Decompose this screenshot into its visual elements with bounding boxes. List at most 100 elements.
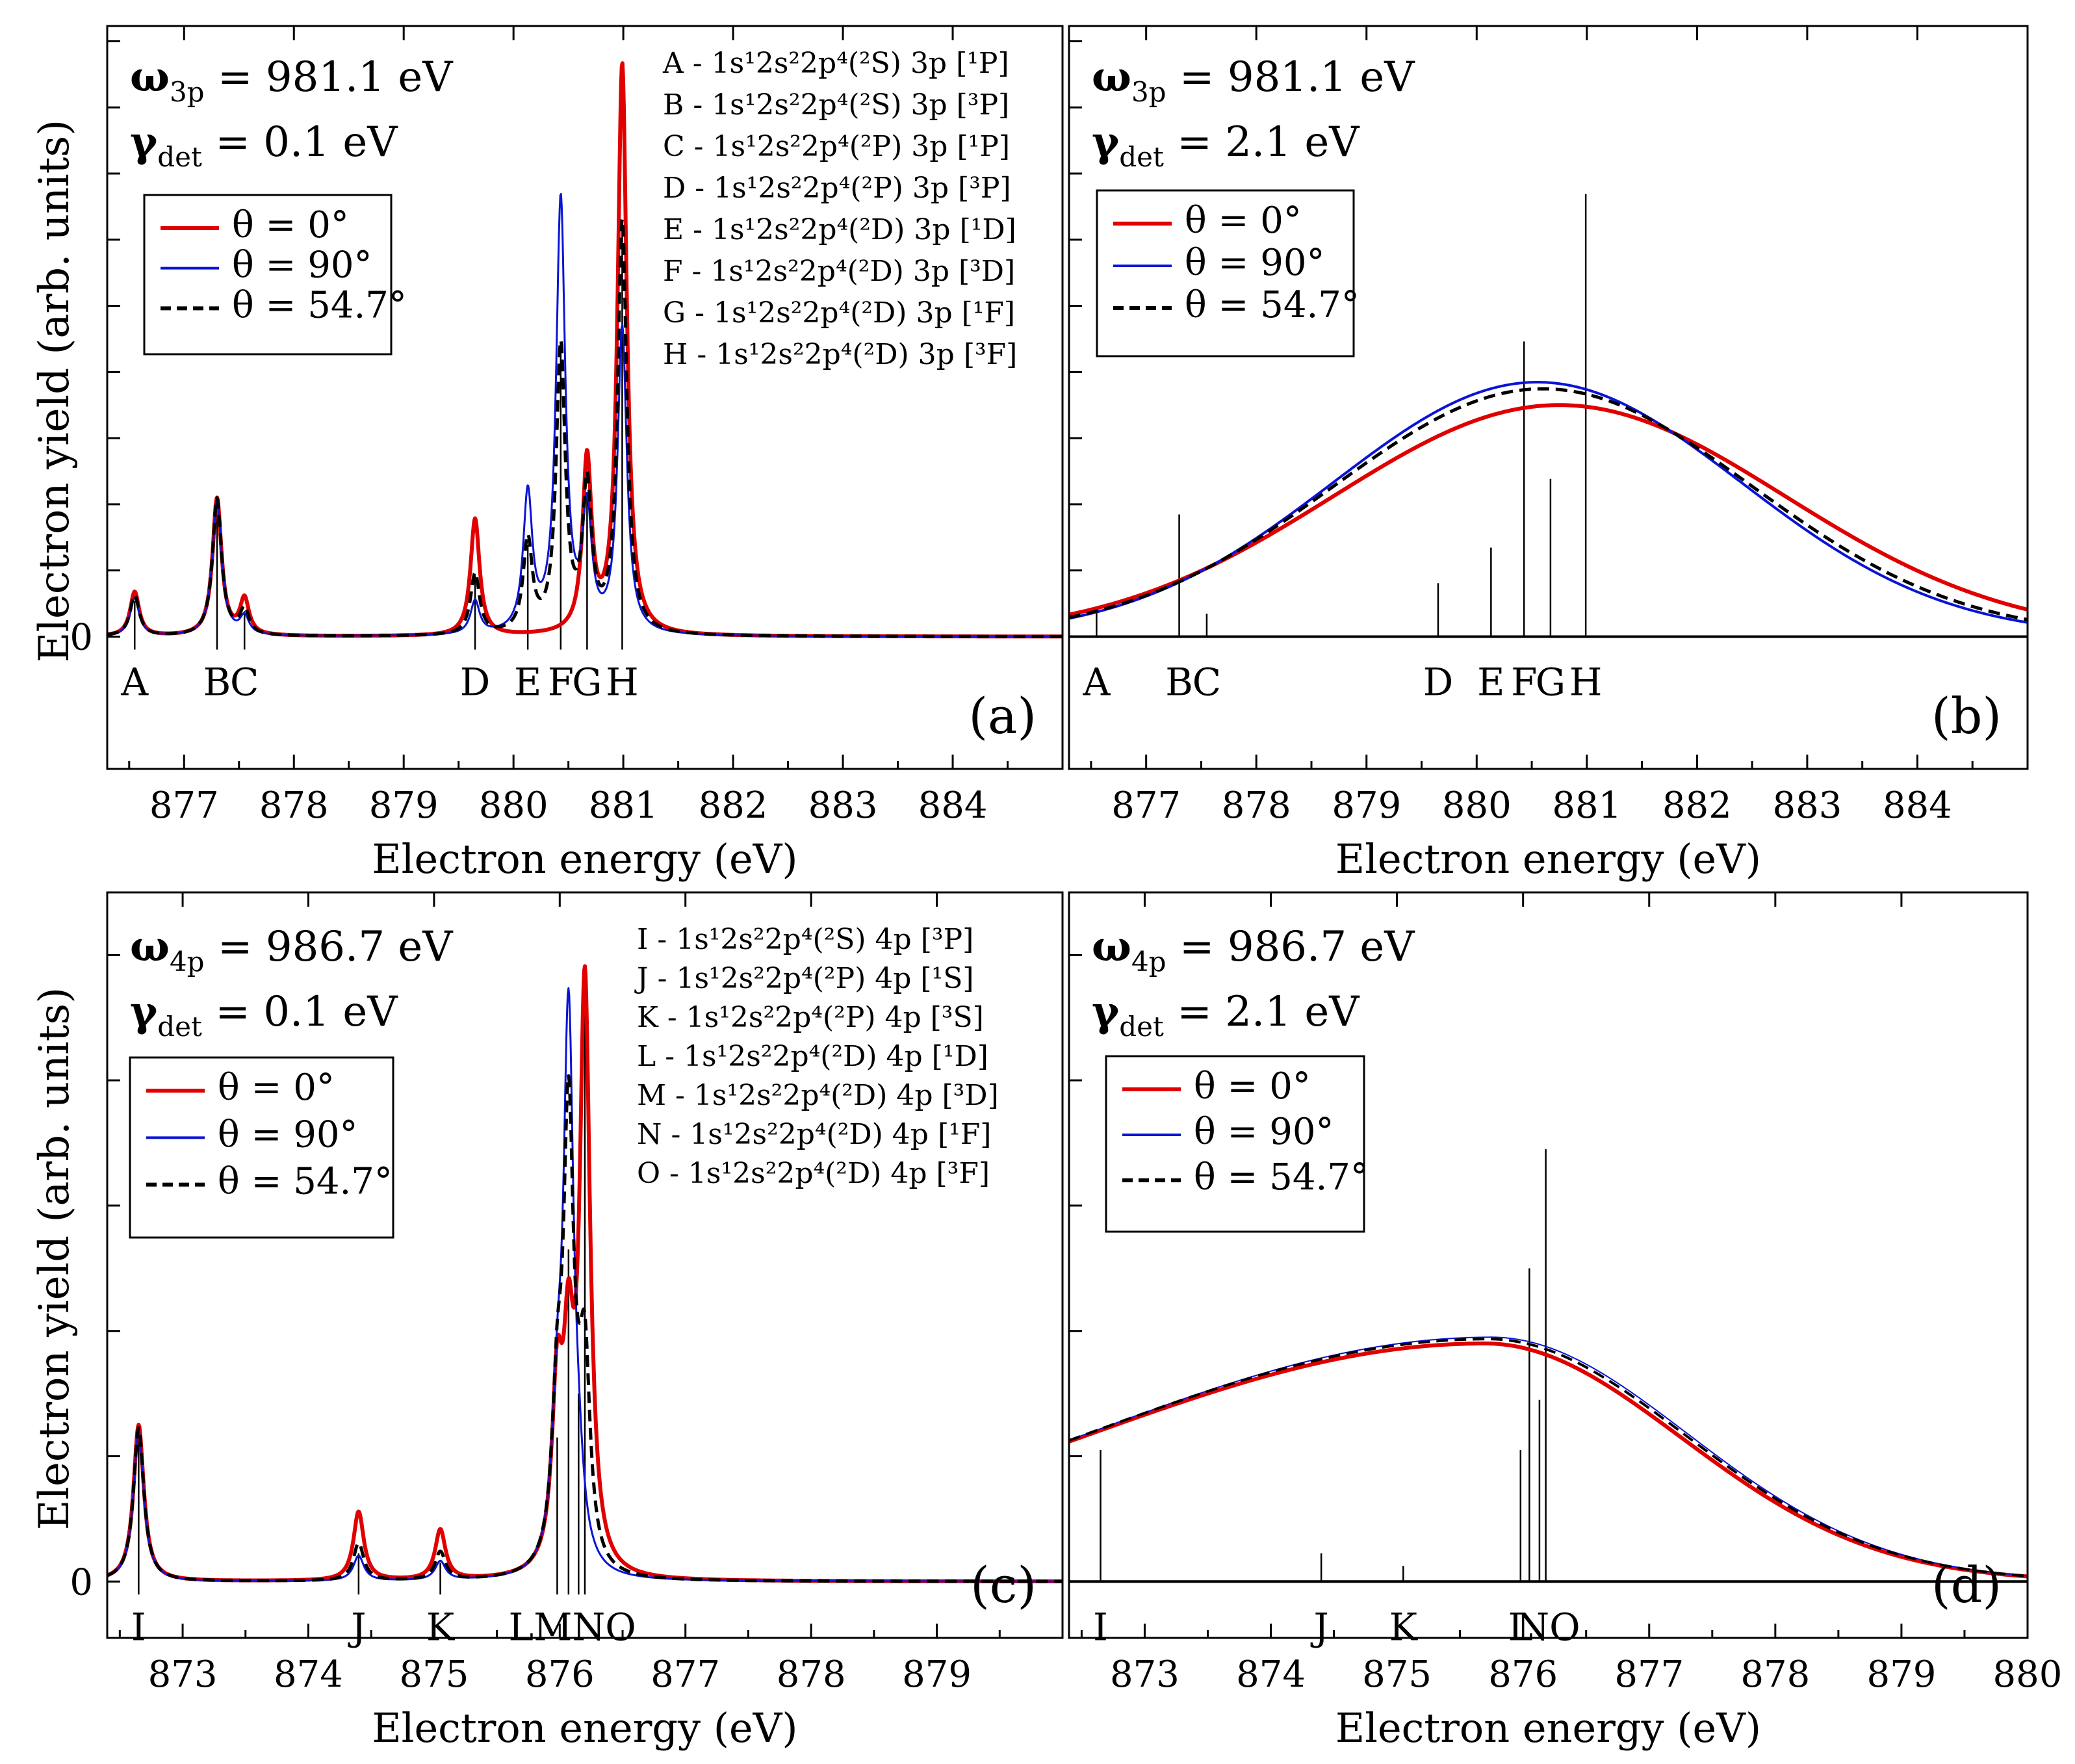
omega-value: = 981.1 eV bbox=[1166, 53, 1416, 101]
stick-label: E bbox=[1477, 660, 1504, 704]
panel-title-omega: ω3p = 981.1 eV bbox=[1092, 53, 1415, 108]
legend-label: θ = 90° bbox=[1194, 1111, 1334, 1153]
omega-symbol: ω bbox=[130, 53, 170, 101]
x-tick-label: 879 bbox=[1332, 785, 1401, 827]
stick-label: G bbox=[572, 660, 602, 704]
legend-box bbox=[129, 1056, 394, 1239]
x-tick-label: 884 bbox=[1883, 785, 1952, 827]
state-annotation: H - 1s¹2s²2p⁴(²D) 3p [³F] bbox=[663, 338, 1017, 371]
series-line-theta-0 bbox=[1069, 403, 2028, 617]
x-tick-label: 881 bbox=[589, 785, 658, 827]
omega-symbol: ω bbox=[130, 922, 170, 971]
panel-label: (c) bbox=[970, 1556, 1037, 1614]
panel-a: 877 878 879 880 881 882 883 884 0 Electron energy… bbox=[70, 25, 1064, 883]
series-line-theta-54-7 bbox=[107, 1074, 1063, 1583]
gamma-subscript: det bbox=[157, 141, 202, 173]
legend-label: θ = 54.7° bbox=[232, 284, 407, 326]
stick-label: J bbox=[1311, 1605, 1329, 1649]
state-annotation: A - 1s¹2s²2p⁴(²S) 3p [¹P] bbox=[662, 47, 1009, 80]
state-annotation: C - 1s¹2s²2p⁴(²P) 3p [¹P] bbox=[663, 130, 1010, 163]
stick-label: B bbox=[1165, 660, 1193, 704]
stick-label: F bbox=[548, 660, 574, 704]
x-tick-label: 873 bbox=[148, 1654, 218, 1696]
x-tick-label: 878 bbox=[1740, 1654, 1810, 1696]
legend: θ = 0°θ = 90°θ = 54.7° bbox=[1096, 189, 1360, 357]
legend-label: θ = 0° bbox=[1185, 200, 1302, 242]
stick-label: D bbox=[460, 660, 491, 704]
legend-label: θ = 0° bbox=[232, 204, 349, 246]
state-annotation: M - 1s¹2s²2p⁴(²D) 4p [³D] bbox=[637, 1079, 999, 1112]
panel-label: (a) bbox=[968, 687, 1037, 745]
plot-area bbox=[107, 61, 1063, 650]
state-annotation: L - 1s¹2s²2p⁴(²D) 4p [¹D] bbox=[637, 1040, 988, 1073]
series-line-theta-90 bbox=[1069, 381, 2028, 624]
x-tick-label: 882 bbox=[1662, 785, 1732, 827]
omega-subscript: 4p bbox=[1131, 946, 1166, 978]
omega-symbol: ω bbox=[1092, 53, 1131, 101]
legend: θ = 0°θ = 90°θ = 54.7° bbox=[143, 194, 407, 356]
stick-label: B bbox=[203, 660, 231, 704]
omega-symbol: ω bbox=[1092, 922, 1131, 971]
panel-d: 873 874 875 876 877 878 879 880 Electron energy … bbox=[1068, 891, 2062, 1752]
panel-title-gamma: γdet = 2.1 eV bbox=[1092, 987, 1360, 1043]
panel-title-gamma: γdet = 0.1 eV bbox=[130, 118, 398, 173]
state-annotation: B - 1s¹2s²2p⁴(²S) 3p [³P] bbox=[663, 88, 1009, 122]
panel-c: 873 874 875 876 877 878 879 0 Electron energy (e… bbox=[70, 891, 1064, 1752]
x-tick-label: 879 bbox=[1866, 1654, 1936, 1696]
y-axis-label-a: Electron yield (arb. units) bbox=[31, 120, 79, 662]
legend-box bbox=[143, 194, 393, 356]
x-tick-label: 878 bbox=[259, 785, 329, 827]
x-tick-label: 876 bbox=[525, 1654, 595, 1696]
legend: θ = 0°θ = 90°θ = 54.7° bbox=[129, 1056, 394, 1239]
gamma-subscript: det bbox=[1119, 1011, 1164, 1043]
gamma-subscript: det bbox=[157, 1011, 202, 1043]
x-tick-label: 877 bbox=[149, 785, 219, 827]
x-tick-label: 880 bbox=[479, 785, 548, 827]
series-line-theta-90 bbox=[1069, 1336, 2028, 1577]
stick-label: G bbox=[1536, 660, 1566, 704]
y-zero-label: 0 bbox=[70, 1561, 93, 1603]
panel-title-omega: ω4p = 986.7 eV bbox=[130, 922, 454, 978]
state-annotation: G - 1s¹2s²2p⁴(²D) 3p [¹F] bbox=[663, 296, 1015, 330]
panel-title-gamma: γdet = 2.1 eV bbox=[1092, 118, 1360, 173]
stick-label: L bbox=[1508, 1605, 1534, 1649]
plot-frame bbox=[106, 891, 1064, 1639]
plot-frame bbox=[1068, 25, 2029, 770]
x-tick-label: 878 bbox=[777, 1654, 846, 1696]
x-tick-label: 882 bbox=[699, 785, 768, 827]
omega-value: = 986.7 eV bbox=[1166, 923, 1416, 971]
stick-label: C bbox=[1192, 660, 1221, 704]
x-axis-label: Electron energy (eV) bbox=[372, 835, 797, 883]
x-tick-label: 877 bbox=[1614, 1654, 1684, 1696]
series-line-theta-0 bbox=[1069, 1342, 2028, 1579]
state-annotation: O - 1s¹2s²2p⁴(²D) 4p [³F] bbox=[637, 1157, 990, 1190]
legend-label: θ = 90° bbox=[1185, 242, 1325, 284]
panel-label: (b) bbox=[1931, 687, 2002, 745]
panel-label: (d) bbox=[1931, 1556, 2002, 1614]
x-tick-label: 883 bbox=[1772, 785, 1842, 827]
y-zero-label: 0 bbox=[70, 616, 93, 658]
panel-title-omega: ω4p = 986.7 eV bbox=[1092, 922, 1415, 978]
legend-label: θ = 90° bbox=[232, 244, 372, 287]
x-tick-label: 884 bbox=[918, 785, 988, 827]
x-axis-label: Electron energy (eV) bbox=[1335, 1704, 1761, 1752]
legend-box bbox=[1096, 189, 1355, 357]
gamma-value: = 0.1 eV bbox=[202, 988, 398, 1036]
panel-title-omega: ω3p = 981.1 eV bbox=[130, 53, 454, 108]
stick-label: H bbox=[1569, 660, 1603, 704]
stick-label: K bbox=[1389, 1605, 1419, 1649]
y-axis-label-c: Electron yield (arb. units) bbox=[31, 987, 79, 1530]
x-tick-label: 875 bbox=[399, 1654, 469, 1696]
gamma-value: = 2.1 eV bbox=[1164, 988, 1360, 1036]
plot-area bbox=[107, 964, 1063, 1595]
plot-area bbox=[1069, 194, 2028, 638]
state-annotation: D - 1s¹2s²2p⁴(²P) 3p [³P] bbox=[663, 172, 1011, 205]
stick-label: I bbox=[1093, 1605, 1108, 1649]
legend-box bbox=[1105, 1055, 1365, 1233]
x-tick-label: 878 bbox=[1222, 785, 1291, 827]
gamma-subscript: det bbox=[1119, 141, 1164, 173]
stick-label: C bbox=[230, 660, 259, 704]
gamma-value: = 2.1 eV bbox=[1164, 118, 1360, 166]
x-tick-label: 877 bbox=[1111, 785, 1181, 827]
